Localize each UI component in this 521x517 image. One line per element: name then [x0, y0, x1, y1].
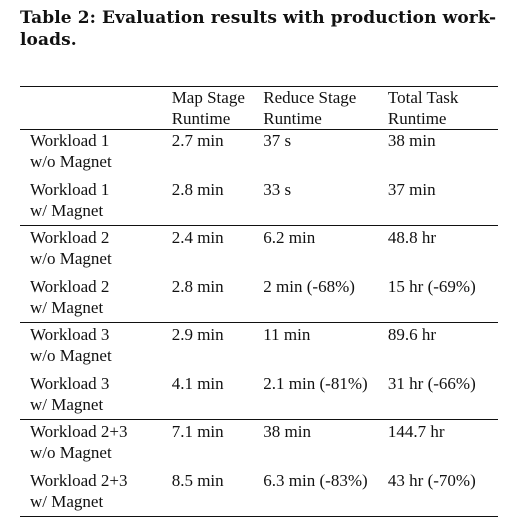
table-row: Workload 1 w/ Magnet 2.8 min 33 s 37 min — [20, 172, 498, 226]
caption-line-1: Table 2: Evaluation results with product… — [20, 8, 497, 28]
table-header: Map Stage Runtime Reduce Stage Runtime T… — [20, 86, 498, 130]
cell-reduce-runtime: 37 s — [263, 131, 292, 150]
workload-variant: w/ Magnet — [30, 492, 104, 511]
caption-line-2: loads. — [20, 30, 77, 50]
header-reduce-runtime: Reduce Stage Runtime — [263, 86, 388, 130]
table-row: Workload 2 w/ Magnet 2.8 min 2 min (-68%… — [20, 269, 498, 323]
cell-total-runtime: 37 min — [387, 180, 436, 199]
header-map-line-1: Map Stage — [171, 88, 245, 107]
cell-workload: Workload 2 w/ Magnet — [20, 269, 172, 323]
cell-reduce-runtime: 2 min (-68%) — [263, 277, 355, 296]
table-row: Workload 2+3 w/ Magnet 8.5 min 6.3 min (… — [20, 463, 498, 517]
header-workload — [20, 86, 172, 130]
table-body: Workload 1 w/o Magnet 2.7 min 37 s 38 mi… — [20, 130, 498, 517]
workload-name: Workload 3 — [30, 374, 110, 393]
cell-map-runtime: 8.5 min — [171, 463, 264, 517]
cell-total-runtime: 89.6 hr — [387, 322, 498, 366]
workload-name: Workload 2+3 — [30, 471, 128, 490]
cell-workload: Workload 3 w/ Magnet — [20, 366, 172, 420]
cell-workload: Workload 3 w/o Magnet — [20, 322, 172, 366]
workload-name: Workload 2+3 — [30, 422, 128, 441]
cell-map-runtime: 7.1 min — [171, 419, 264, 463]
cell-map-runtime: 4.1 min — [171, 374, 224, 393]
header-map-runtime: Map Stage Runtime — [171, 86, 264, 130]
cell-total-runtime: 38 min — [387, 131, 436, 150]
workload-variant: w/o Magnet — [30, 346, 112, 365]
table-row: Workload 3 w/o Magnet 2.9 min 11 min 89.… — [20, 322, 498, 366]
cell-reduce-runtime: 38 min — [263, 419, 388, 463]
workload-name: Workload 2 — [30, 277, 110, 296]
cell-reduce-runtime: 33 s — [263, 180, 292, 199]
cell-map-runtime: 2.4 min — [171, 225, 264, 269]
cell-workload: Workload 1 w/ Magnet — [20, 172, 172, 226]
header-reduce-line-1: Reduce Stage — [263, 88, 357, 107]
cell-workload: Workload 2+3 w/ Magnet — [20, 463, 172, 517]
results-table-container: Map Stage Runtime Reduce Stage Runtime T… — [20, 86, 498, 517]
header-map-line-2: Runtime — [171, 109, 231, 128]
header-total-line-1: Total Task — [387, 88, 459, 107]
cell-total-runtime: 144.7 hr — [387, 419, 498, 463]
cell-total-runtime: 31 hr (-66%) — [387, 374, 476, 393]
workload-variant: w/ Magnet — [30, 298, 104, 317]
cell-map-runtime: 2.7 min — [171, 131, 224, 150]
workload-variant: w/o Magnet — [30, 443, 112, 462]
cell-reduce-runtime: 11 min — [263, 322, 388, 366]
cell-map-runtime: 2.9 min — [171, 322, 264, 366]
evaluation-results-table: Map Stage Runtime Reduce Stage Runtime T… — [20, 86, 498, 517]
workload-name: Workload 2 — [30, 228, 110, 247]
cell-reduce-runtime: 2.1 min (-81%) — [263, 374, 368, 393]
cell-total-runtime: 15 hr (-69%) — [387, 277, 476, 296]
workload-name: Workload 1 — [30, 131, 110, 150]
cell-total-runtime: 43 hr (-70%) — [387, 463, 498, 517]
workload-variant: w/o Magnet — [30, 249, 112, 268]
header-total-runtime: Total Task Runtime — [387, 86, 498, 130]
table-row: Workload 2+3 w/o Magnet 7.1 min 38 min 1… — [20, 419, 498, 463]
table-row: Workload 2 w/o Magnet 2.4 min 6.2 min 48… — [20, 225, 498, 269]
header-reduce-line-2: Runtime — [263, 109, 322, 128]
cell-map-runtime: 2.8 min — [171, 180, 224, 199]
cell-workload: Workload 2+3 w/o Magnet — [20, 419, 172, 463]
header-total-line-2: Runtime — [387, 109, 447, 128]
workload-variant: w/ Magnet — [30, 201, 104, 220]
cell-workload: Workload 1 w/o Magnet — [20, 130, 172, 173]
workload-name: Workload 3 — [30, 325, 110, 344]
workload-variant: w/ Magnet — [30, 395, 104, 414]
cell-total-runtime: 48.8 hr — [387, 225, 498, 269]
workload-name: Workload 1 — [30, 180, 110, 199]
cell-reduce-runtime: 6.2 min — [263, 225, 388, 269]
table-caption: Table 2: Evaluation results with product… — [20, 7, 504, 51]
table-row: Workload 1 w/o Magnet 2.7 min 37 s 38 mi… — [20, 130, 498, 173]
cell-map-runtime: 2.8 min — [171, 277, 224, 296]
cell-reduce-runtime: 6.3 min (-83%) — [263, 463, 388, 517]
table-row: Workload 3 w/ Magnet 4.1 min 2.1 min (-8… — [20, 366, 498, 420]
cell-workload: Workload 2 w/o Magnet — [20, 225, 172, 269]
workload-variant: w/o Magnet — [30, 152, 112, 171]
header-row: Map Stage Runtime Reduce Stage Runtime T… — [20, 86, 498, 130]
